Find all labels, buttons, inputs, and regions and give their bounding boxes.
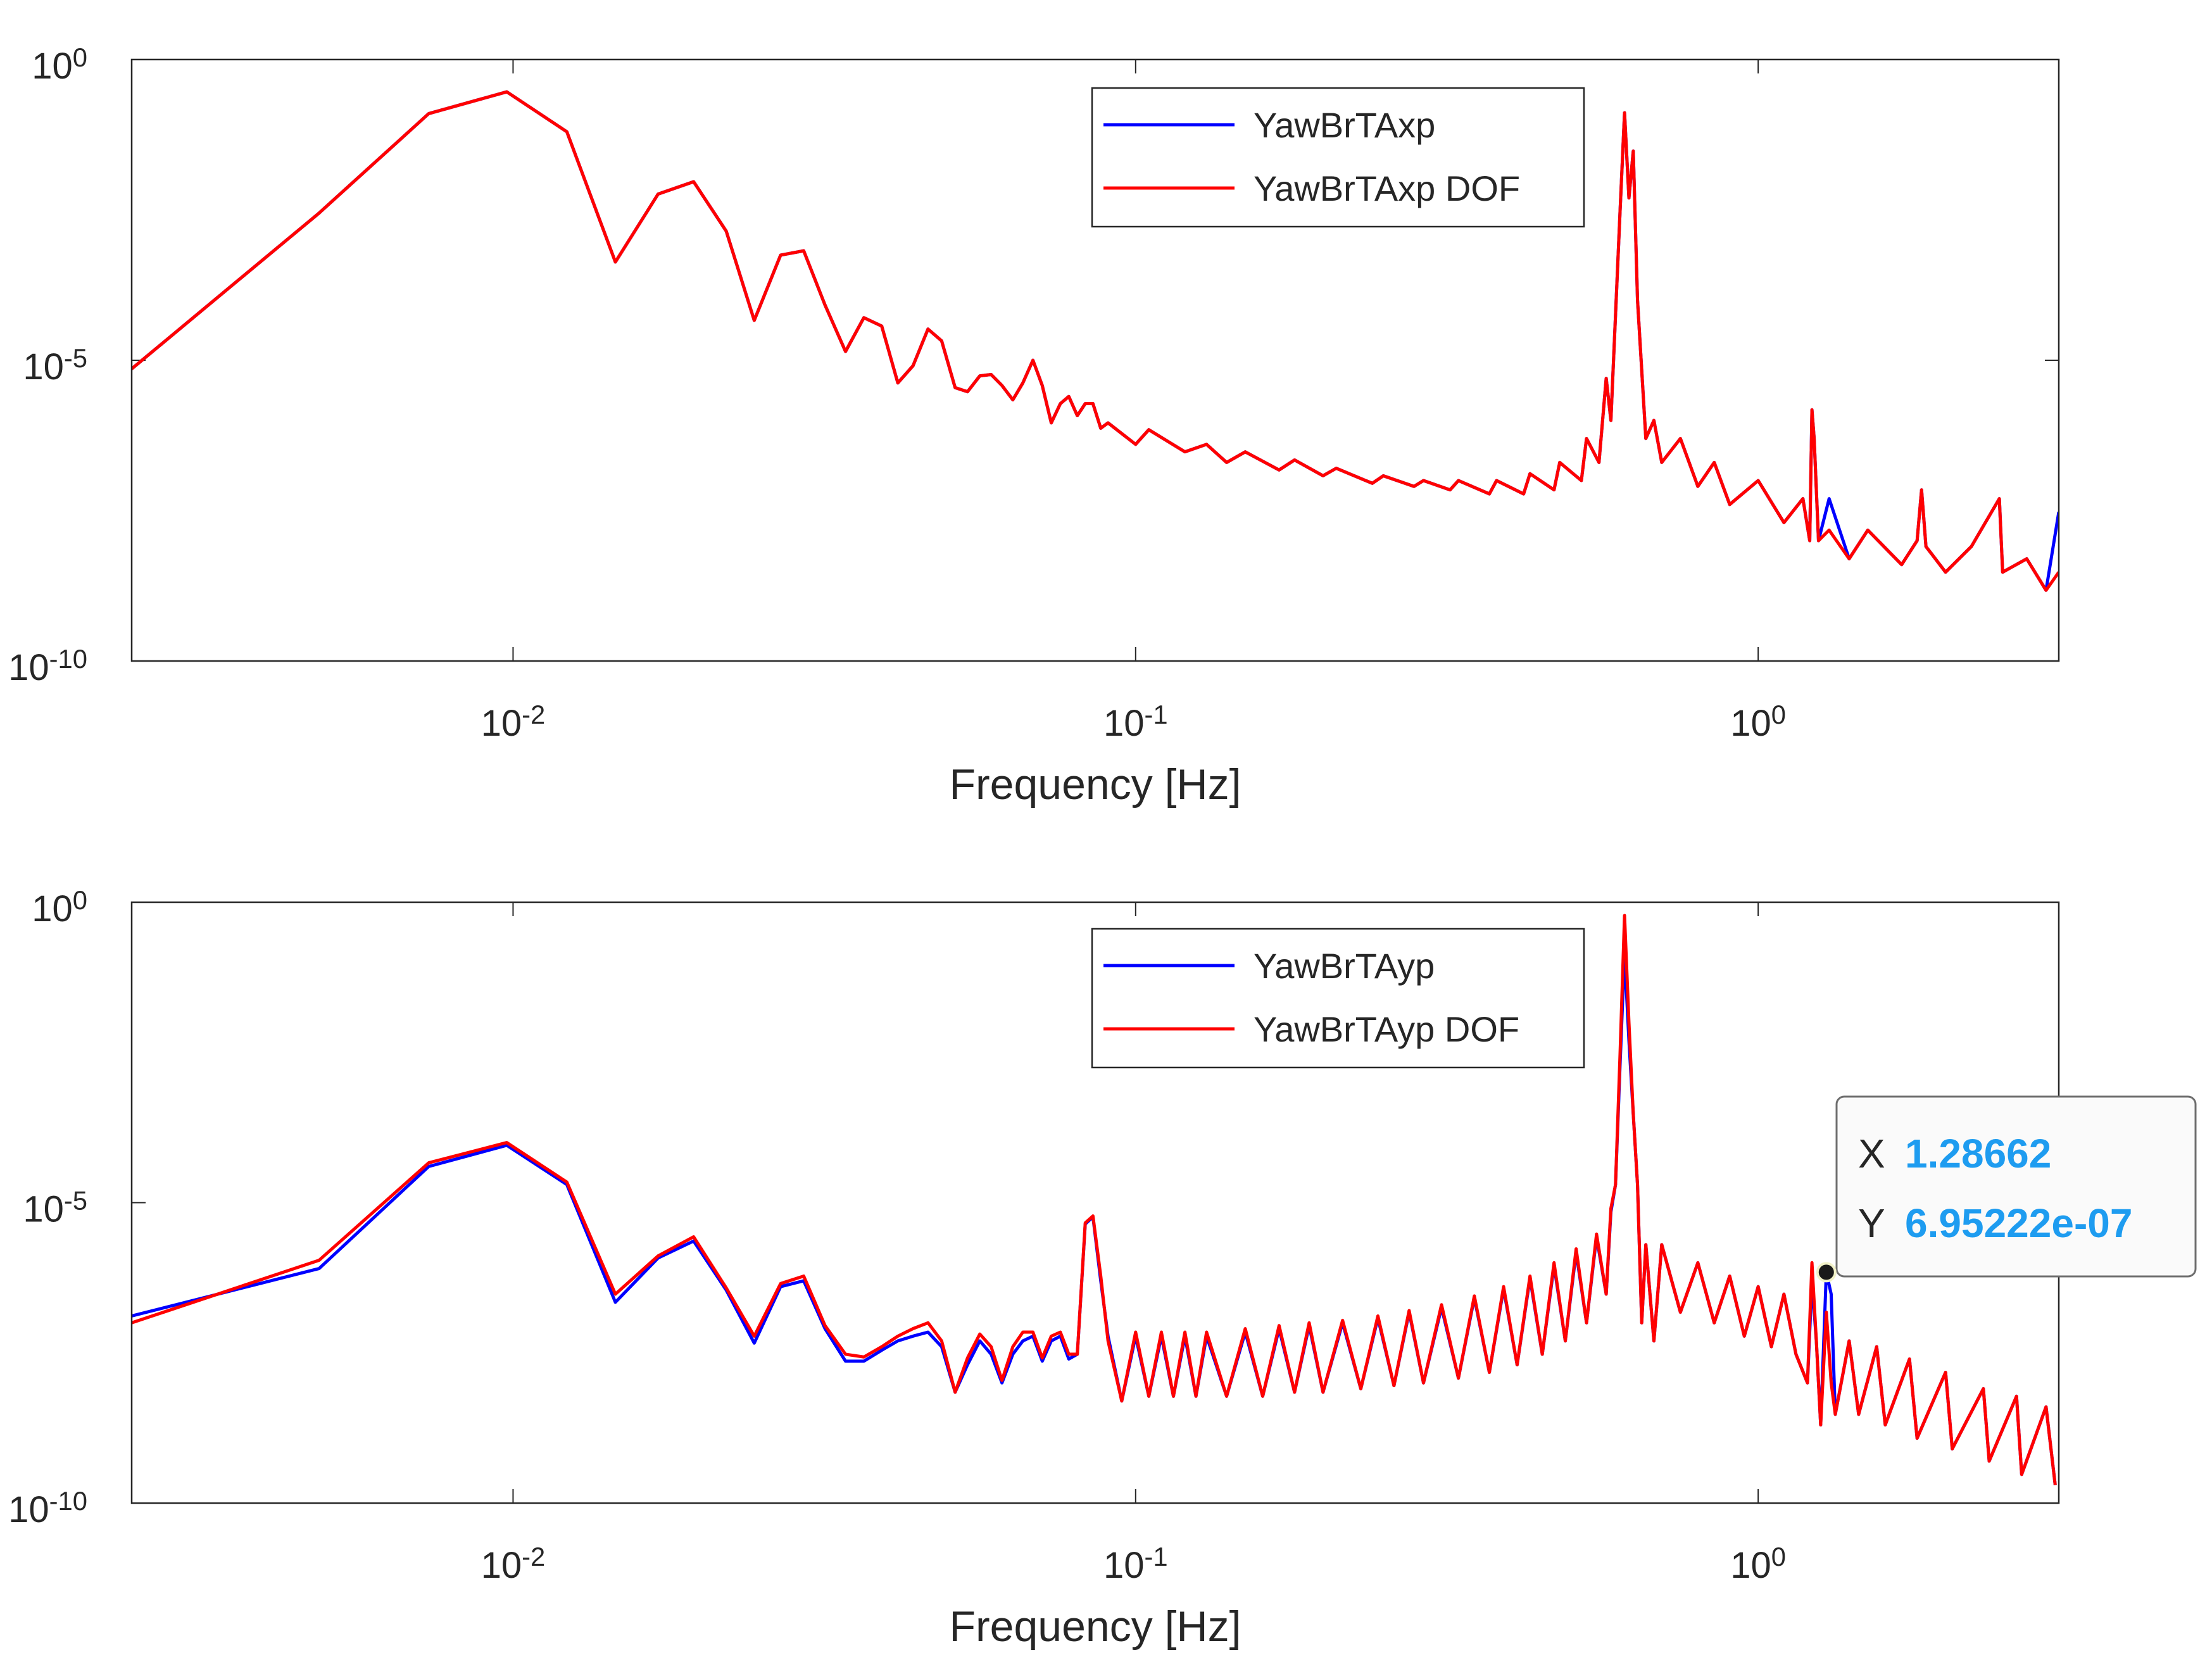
y-tick-label: 10-10 bbox=[8, 1486, 87, 1530]
y-tick-label: 100 bbox=[32, 885, 87, 929]
x-axis-label: Frequency [Hz] bbox=[949, 760, 1241, 809]
datatip-x-value: 1.28662 bbox=[1905, 1131, 2051, 1176]
legend-label: YawBrTAxp DOF bbox=[1254, 168, 1520, 208]
datatip-marker bbox=[1816, 1262, 1837, 1283]
legend-box bbox=[1091, 87, 1585, 228]
x-tick-label: 10-2 bbox=[481, 1542, 546, 1586]
x-tick-label: 10-2 bbox=[481, 700, 546, 744]
x-tick-label: 100 bbox=[1730, 700, 1786, 744]
x-tick-label: 10-1 bbox=[1103, 1542, 1168, 1586]
datatip-x-prefix: X bbox=[1858, 1131, 1885, 1176]
x-tick-label: 10-1 bbox=[1103, 700, 1168, 744]
legend-label: YawBrTAyp bbox=[1254, 946, 1435, 986]
datatip-y-prefix: Y bbox=[1858, 1200, 1885, 1246]
y-tick-label: 10-5 bbox=[23, 1186, 87, 1230]
datatip-y-value: 6.95222e-07 bbox=[1905, 1200, 2132, 1246]
y-tick-label: 100 bbox=[32, 42, 87, 87]
y-tick-label: 10-10 bbox=[8, 644, 87, 688]
series-line bbox=[132, 90, 2059, 592]
x-axis-label: Frequency [Hz] bbox=[949, 1602, 1241, 1651]
axes-box bbox=[130, 58, 2060, 662]
legend-label: YawBrTAxp bbox=[1254, 105, 1435, 145]
y-tick-label: 10-5 bbox=[23, 343, 87, 387]
x-tick-label: 100 bbox=[1730, 1542, 1786, 1586]
legend-box bbox=[1091, 928, 1585, 1069]
legend-label: YawBrTAyp DOF bbox=[1254, 1009, 1519, 1049]
datatip-box bbox=[1835, 1095, 2197, 1278]
series-line bbox=[132, 914, 2057, 1485]
axes: 10-2 10-1 100 10-10 10-5 100 Frequency [Hz] Yaw… bbox=[8, 885, 2197, 1651]
axes: 10-2 10-1 100 10-10 10-5 100 Frequency [Hz] Yaw… bbox=[8, 42, 2060, 809]
